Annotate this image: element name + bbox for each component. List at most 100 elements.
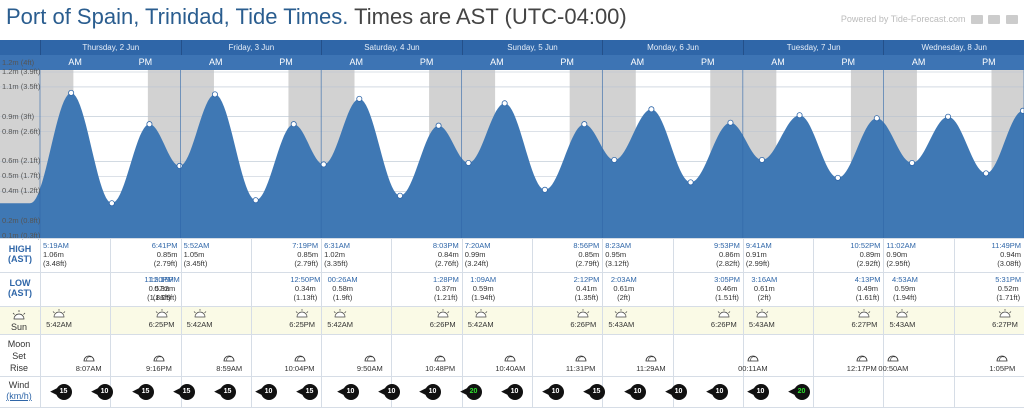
wind-speed: 10 <box>387 388 396 395</box>
low-feet: (1.94ft) <box>471 293 496 302</box>
tide-extremum-point <box>687 179 694 186</box>
title-timezone: Times are AST (UTC-04:00) <box>354 4 627 29</box>
high-meters: 0.95m <box>605 250 627 259</box>
moon-event-cell: 11:29AM <box>631 352 671 373</box>
y-axis-label: 0.4m (1.2ft) <box>2 186 41 196</box>
high-feet: (3.24ft) <box>464 259 489 268</box>
sunset-time: 6:26PM <box>570 320 597 329</box>
high-meters: 1.05m <box>183 250 205 259</box>
low-time: 5:31PM <box>995 275 1022 284</box>
high-tz: (AST) <box>8 254 32 264</box>
tide-extremum-point <box>356 95 363 102</box>
am-label: AM <box>68 57 82 67</box>
moon-time: 11:31PM <box>565 364 596 373</box>
sunrise-cell: 5:43AM <box>606 309 636 329</box>
moon-event-cell: 9:16PM <box>139 352 179 373</box>
powered-by: Powered by Tide-Forecast.com <box>841 14 1018 25</box>
sunset-cell: 6:26PM <box>709 309 739 329</box>
tide-extremum-point <box>68 89 75 96</box>
wind-direction-icon: ◀ <box>378 386 386 396</box>
wind-speed: 15 <box>59 388 68 395</box>
low-tide-cell: 1:28PM 0.37m (1.21ft) <box>427 275 464 302</box>
email-icon[interactable] <box>1006 15 1018 25</box>
tide-extremum-point <box>727 119 734 126</box>
tide-extremum-point <box>146 121 153 128</box>
y-axis-label: 0.1m (0.3ft) <box>2 231 41 240</box>
tide-extremum-point <box>252 197 259 204</box>
wind-indicator: ◀ 10 <box>92 384 113 400</box>
wind-speed: 20 <box>469 388 478 395</box>
sunset-cell: 6:27PM <box>990 309 1020 329</box>
page-title: Port of Spain, Trinidad, Tide Times. Tim… <box>6 4 627 30</box>
sun-label: Sun <box>0 310 38 332</box>
moon-icon <box>504 355 516 362</box>
moon-time: 00:11AM <box>738 364 768 373</box>
wind-direction-icon: ◀ <box>460 386 468 396</box>
sunrise-cell: 5:43AM <box>747 309 777 329</box>
high-feet: (3.35ft) <box>324 259 348 268</box>
moon-event-cell: 11:31PM <box>561 352 601 373</box>
wind-indicator: ◀ 10 <box>666 384 687 400</box>
high-feet: (3.12ft) <box>605 259 630 268</box>
print-icon[interactable] <box>988 15 1001 25</box>
sunrise-time: 5:42AM <box>327 320 354 329</box>
wind-speed: 15 <box>141 388 150 395</box>
tide-extremum-point <box>611 156 618 163</box>
wind-speed: 10 <box>633 388 642 395</box>
sunset-icon <box>155 309 168 318</box>
share-icon[interactable] <box>970 15 983 25</box>
high-feet: (2.79ft) <box>294 259 319 268</box>
wind-indicator: ◀ 15 <box>215 384 236 400</box>
wind-unit-link[interactable]: (km/h) <box>6 391 32 401</box>
low-feet: (2ft) <box>617 293 631 302</box>
low-meters: 0.34m <box>294 284 316 293</box>
low-feet: (1.94ft) <box>893 293 917 302</box>
low-meters: 0.37m <box>435 284 457 293</box>
tide-extremum-point <box>834 174 841 181</box>
high-feet: (3.48ft) <box>43 259 67 268</box>
high-meters: 1.06m <box>43 250 64 259</box>
low-label: LOW (AST) <box>0 278 40 298</box>
high-meters: 0.94m <box>1000 250 1021 259</box>
wind-speed: 10 <box>674 388 683 395</box>
moon-event-cell: 12:17PM <box>842 352 882 373</box>
y-axis-label: 0.9m (3ft) <box>2 111 35 121</box>
day-label: Thursday, 2 Jun <box>40 40 181 55</box>
wind-direction-icon: ◀ <box>583 386 591 396</box>
row-separator <box>0 376 1024 377</box>
tide-extremum-point <box>541 186 548 193</box>
low-time: 1:28PM <box>432 275 459 284</box>
wind-direction-icon: ◀ <box>91 386 99 396</box>
tide-extremum-point <box>108 200 115 207</box>
column-separator <box>250 238 252 407</box>
wind-indicator: ◀ 15 <box>133 384 154 400</box>
moon-time: 8:59AM <box>216 364 243 373</box>
high-tide-cell: 6:31AM 1.02m (3.35ft) <box>324 241 361 268</box>
sunset-icon <box>295 309 309 318</box>
wind-speed: 15 <box>182 388 191 395</box>
high-time: 6:31AM <box>324 241 350 250</box>
low-meters: 0.58m <box>332 284 354 293</box>
tide-chart-svg <box>0 70 1024 238</box>
sunrise-icon <box>896 309 909 318</box>
sunset-icon <box>858 309 871 318</box>
sunset-cell: 6:25PM <box>287 309 317 329</box>
sunset-time: 6:25PM <box>289 320 316 329</box>
wind-speed: 10 <box>428 388 437 395</box>
sunrise-cell: 5:43AM <box>887 309 917 329</box>
moon-icon <box>888 355 899 362</box>
high-meters: 0.84m <box>437 250 459 259</box>
am-label: AM <box>208 57 223 67</box>
high-meters: 0.86m <box>718 250 740 259</box>
moon-time: 9:16PM <box>146 364 172 373</box>
low-meters: 0.49m <box>857 284 879 293</box>
moon-rise-title: Rise <box>9 363 28 373</box>
wind-direction-icon: ◀ <box>214 386 222 396</box>
tide-extremum-point <box>873 115 880 122</box>
sunset-icon <box>717 309 731 318</box>
high-time: 8:23AM <box>605 241 632 250</box>
wind-speed: 20 <box>797 388 806 395</box>
wind-speed: 10 <box>264 388 273 395</box>
moon-time: 9:50AM <box>356 364 383 373</box>
column-separator <box>672 238 674 407</box>
